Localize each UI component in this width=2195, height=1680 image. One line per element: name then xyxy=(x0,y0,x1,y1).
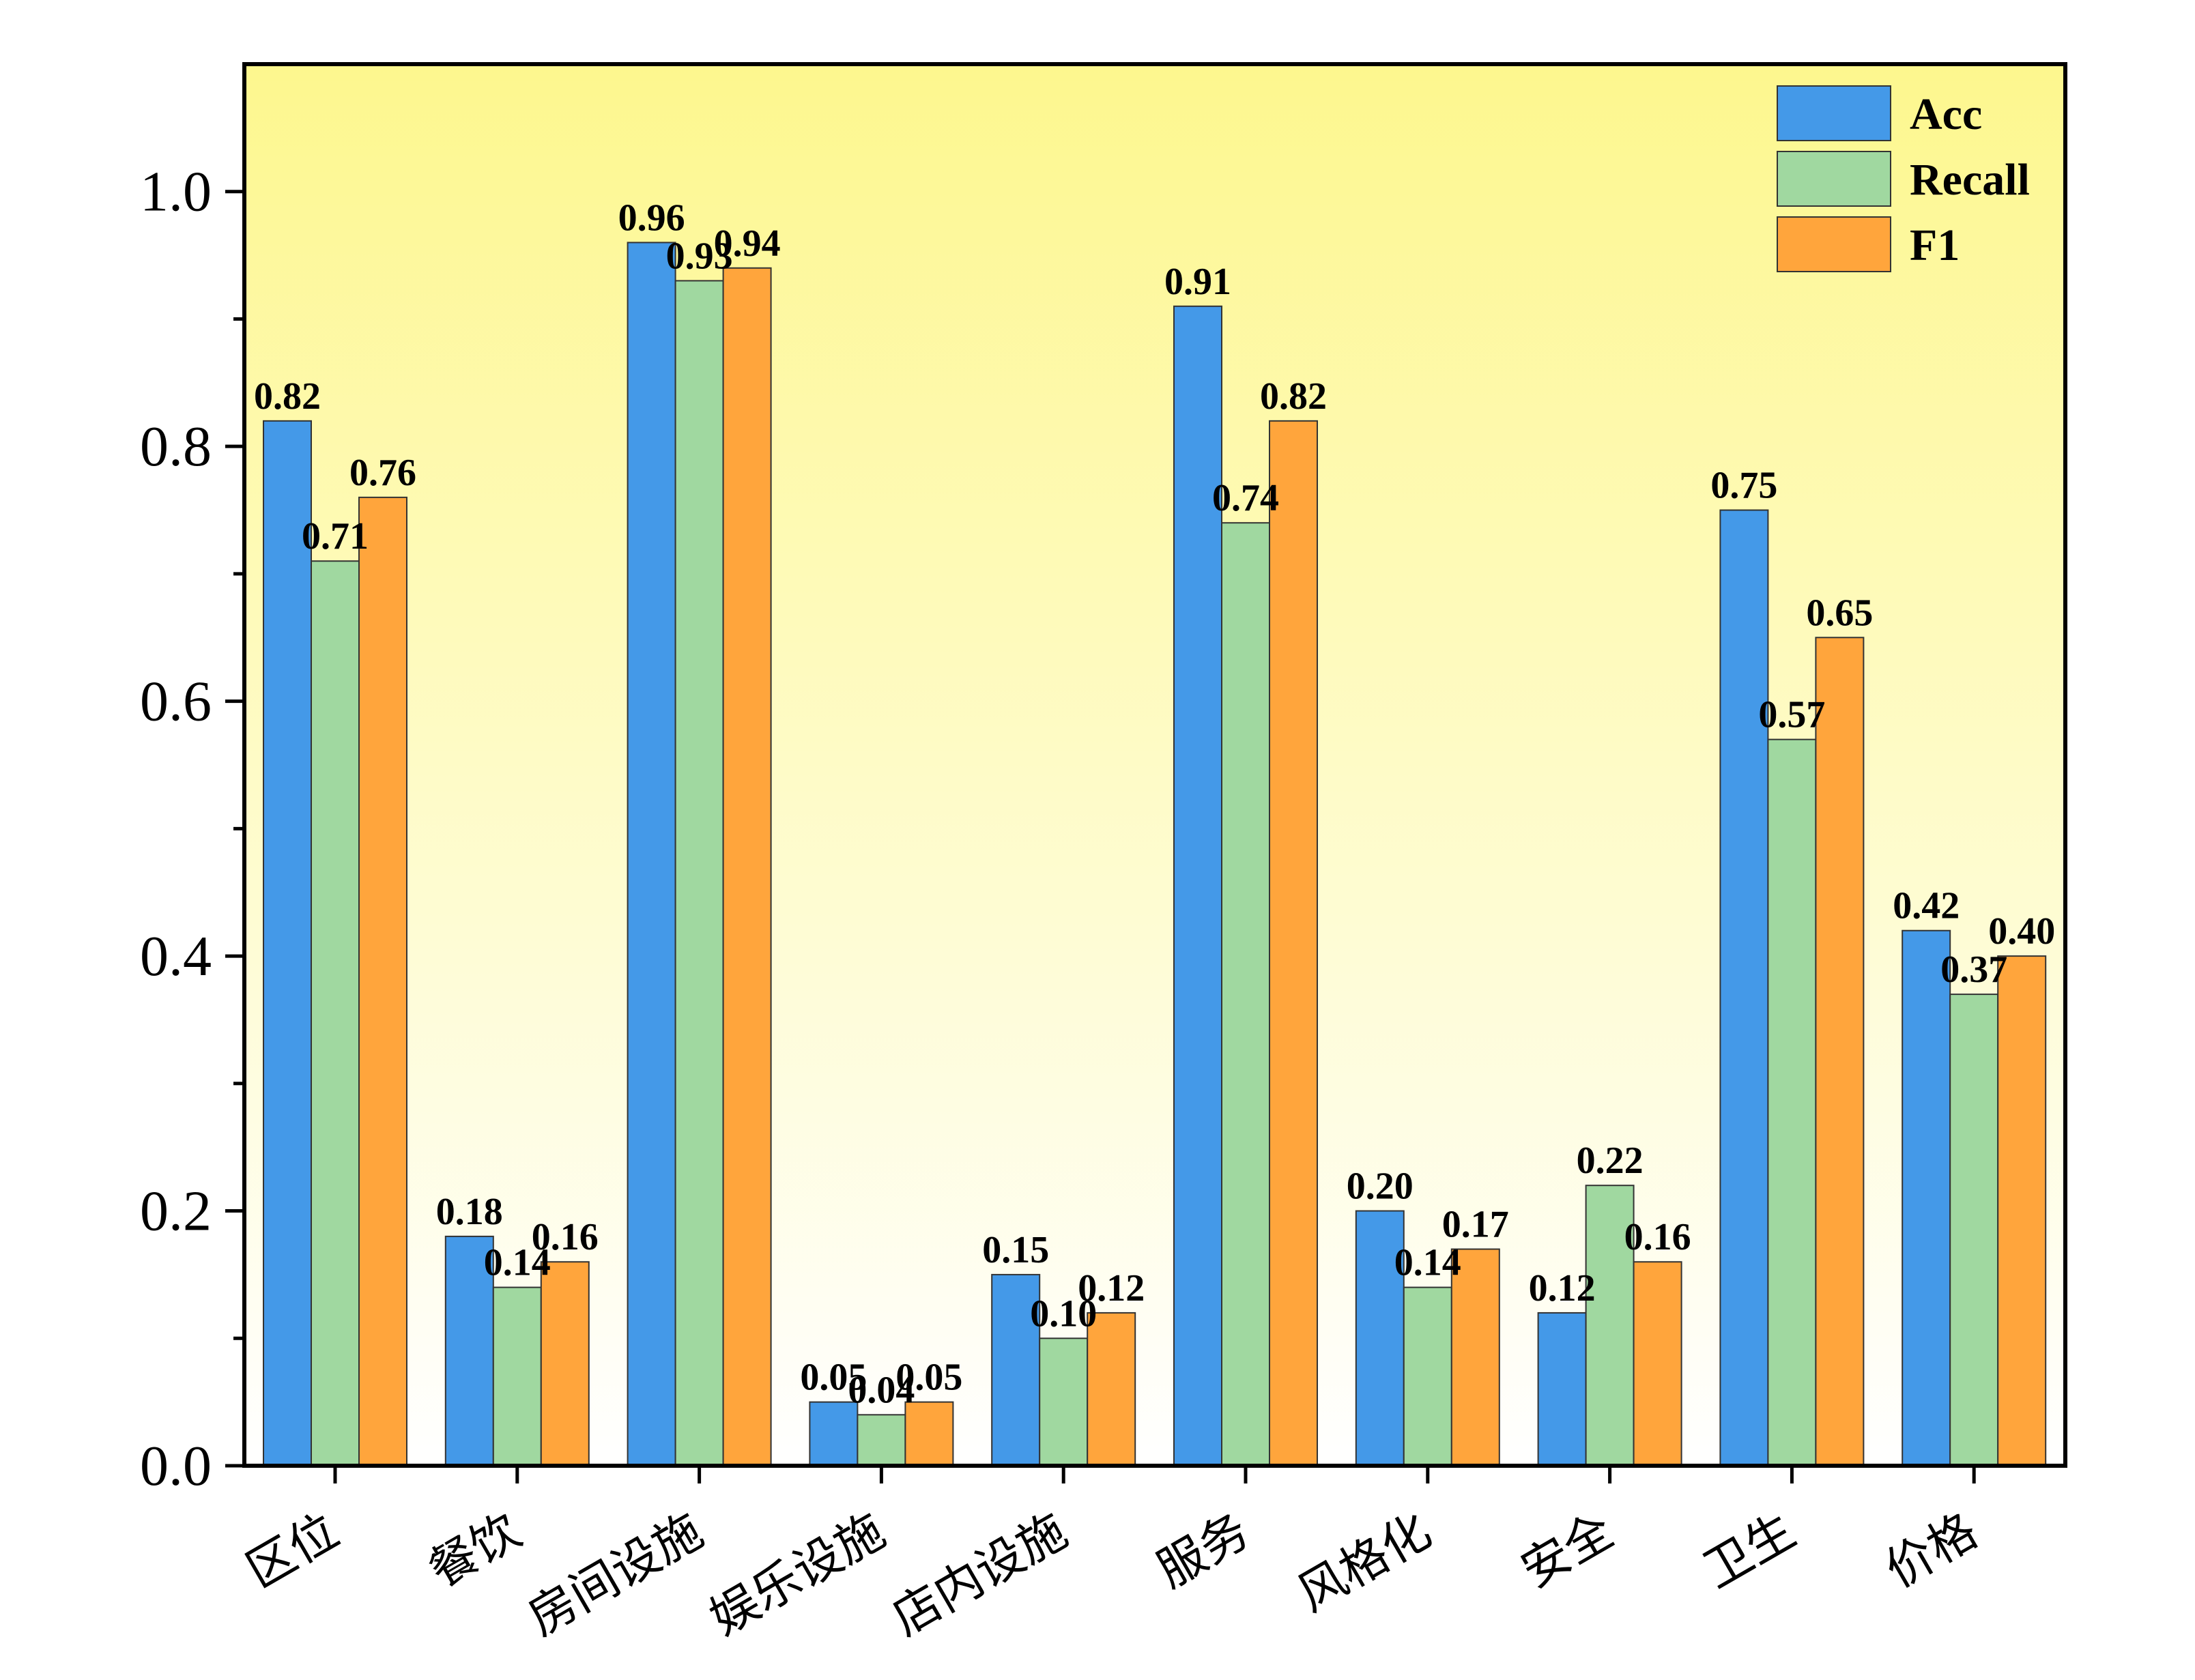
data-label-f1-2: 0.94 xyxy=(714,222,781,265)
legend-swatch-recall xyxy=(1777,151,1891,207)
y-tick-label: 0.4 xyxy=(140,925,212,988)
legend: Acc Recall F1 xyxy=(1777,85,2030,272)
data-label-recall-4: 0.10 xyxy=(1030,1292,1097,1335)
data-label-recall-6: 0.14 xyxy=(1394,1242,1461,1284)
bar-f1-3 xyxy=(904,1401,954,1467)
data-label-recall-7: 0.22 xyxy=(1577,1140,1644,1182)
data-label-f1-4: 0.12 xyxy=(1078,1267,1145,1309)
legend-label-recall: Recall xyxy=(1910,155,2030,205)
bar-acc-1 xyxy=(444,1235,494,1466)
bar-recall-9 xyxy=(1949,994,1999,1467)
category-label: 服务 xyxy=(1147,1503,1258,1599)
bar-acc-4 xyxy=(991,1273,1041,1466)
bar-acc-7 xyxy=(1537,1312,1587,1466)
category-label: 卫生 xyxy=(1694,1503,1805,1599)
data-label-f1-8: 0.65 xyxy=(1806,592,1873,634)
y-tick-label: 0.8 xyxy=(140,415,212,478)
category-label: 娱乐设施 xyxy=(700,1503,893,1647)
plot-frame xyxy=(242,62,2067,1468)
data-label-recall-8: 0.57 xyxy=(1758,694,1825,736)
bar-acc-9 xyxy=(1902,929,1951,1466)
bar-acc-8 xyxy=(1719,509,1769,1467)
legend-label-acc: Acc xyxy=(1910,89,1982,139)
bars-group xyxy=(263,242,2047,1467)
bar-f1-7 xyxy=(1633,1261,1682,1466)
data-label-acc-8: 0.75 xyxy=(1710,465,1777,507)
category-label: 区位 xyxy=(237,1503,347,1599)
bar-recall-1 xyxy=(492,1286,542,1466)
y-tick-label: 0.6 xyxy=(140,670,212,734)
data-label-acc-3: 0.05 xyxy=(800,1357,867,1399)
y-axis: 0.0 0.2 0.4 0.6 0.8 1.0 xyxy=(140,160,244,1498)
bar-f1-8 xyxy=(1815,637,1865,1466)
bar-f1-4 xyxy=(1087,1312,1136,1466)
data-label-recall-9: 0.37 xyxy=(1940,948,2007,991)
bar-f1-1 xyxy=(540,1261,590,1466)
data-label-f1-3: 0.05 xyxy=(895,1357,962,1399)
data-label-recall-2: 0.93 xyxy=(666,235,733,277)
data-label-recall-3: 0.04 xyxy=(848,1369,915,1411)
category-label: 房间设施 xyxy=(519,1503,712,1647)
category-label: 餐饮 xyxy=(419,1503,530,1599)
bar-recall-3 xyxy=(857,1414,906,1466)
y-tick-label: 0.0 xyxy=(140,1434,212,1498)
category-label: 安全 xyxy=(1512,1503,1622,1599)
data-label-recall-0: 0.71 xyxy=(302,515,369,557)
bar-acc-6 xyxy=(1355,1210,1405,1466)
legend-label-f1: F1 xyxy=(1910,220,1960,270)
data-label-recall-1: 0.14 xyxy=(484,1242,551,1284)
bar-f1-2 xyxy=(722,267,772,1466)
data-label-f1-6: 0.17 xyxy=(1442,1204,1509,1246)
data-label-acc-7: 0.12 xyxy=(1529,1267,1596,1309)
data-label-f1-0: 0.76 xyxy=(349,452,416,494)
bar-acc-0 xyxy=(263,420,312,1467)
data-label-acc-2: 0.96 xyxy=(618,197,685,239)
legend-swatch-f1 xyxy=(1777,216,1891,272)
bar-f1-9 xyxy=(1997,955,2047,1467)
y-tick-label: 0.2 xyxy=(140,1180,212,1243)
legend-swatch-acc xyxy=(1777,85,1891,141)
bar-f1-6 xyxy=(1450,1248,1500,1466)
bar-acc-2 xyxy=(627,242,676,1466)
bar-recall-6 xyxy=(1403,1286,1452,1466)
data-label-f1-5: 0.82 xyxy=(1260,375,1327,418)
data-label-acc-0: 0.82 xyxy=(254,375,321,418)
bar-f1-0 xyxy=(358,496,407,1467)
data-label-acc-9: 0.42 xyxy=(1893,885,1960,927)
bar-acc-5 xyxy=(1173,305,1222,1466)
bar-recall-4 xyxy=(1039,1337,1089,1466)
data-label-acc-6: 0.20 xyxy=(1347,1165,1414,1208)
data-label-acc-5: 0.91 xyxy=(1164,261,1231,303)
data-label-acc-1: 0.18 xyxy=(436,1191,503,1233)
data-label-recall-5: 0.74 xyxy=(1212,477,1279,519)
bar-f1-5 xyxy=(1269,420,1318,1467)
category-label: 店内设施 xyxy=(883,1503,1076,1647)
bar-acc-3 xyxy=(809,1401,859,1467)
data-label-f1-9: 0.40 xyxy=(1988,910,2055,953)
data-label-acc-4: 0.15 xyxy=(982,1229,1049,1271)
bar-recall-8 xyxy=(1767,738,1817,1466)
category-label: 价格 xyxy=(1876,1503,1986,1599)
bar-recall-0 xyxy=(311,560,360,1467)
bar-recall-5 xyxy=(1221,522,1270,1467)
data-label-f1-1: 0.16 xyxy=(532,1216,599,1258)
data-labels-group: 0.820.710.760.180.140.160.960.930.940.05… xyxy=(254,197,2055,1411)
category-label: 风格化 xyxy=(1288,1503,1440,1623)
bar-recall-2 xyxy=(674,280,724,1466)
data-label-f1-7: 0.16 xyxy=(1624,1216,1691,1258)
y-tick-label: 1.0 xyxy=(140,160,212,224)
